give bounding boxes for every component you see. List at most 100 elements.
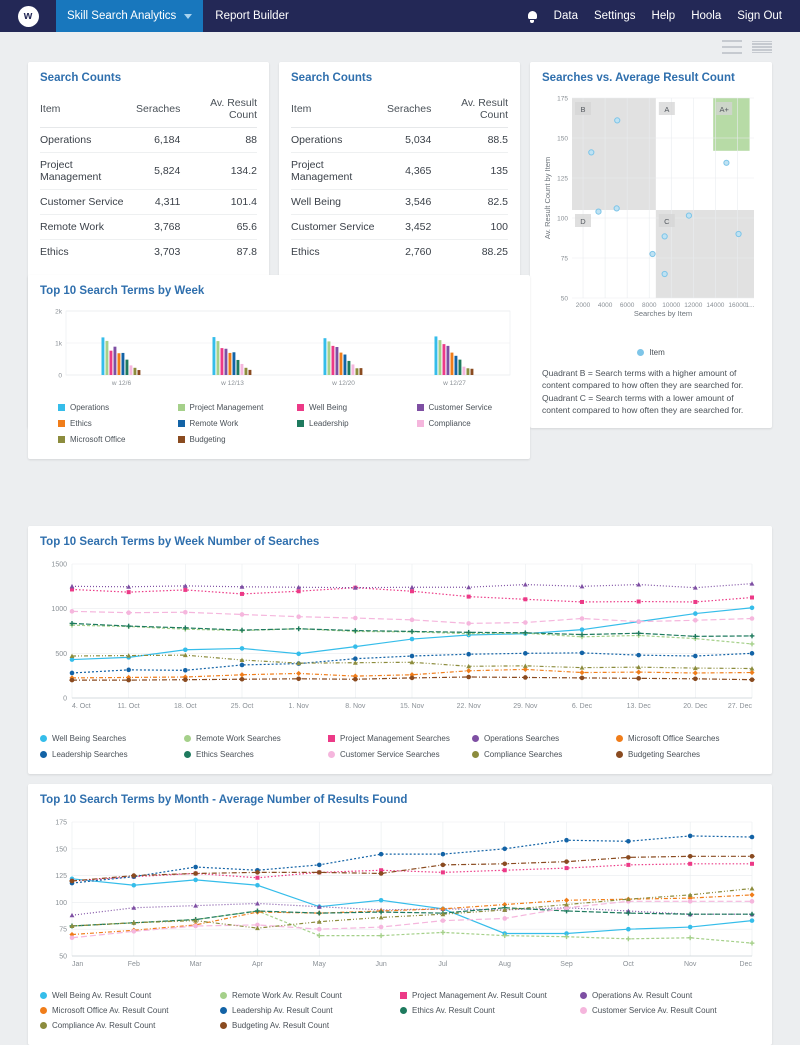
card-title: Search Counts <box>40 72 122 84</box>
legend-item-ethics[interactable]: Ethics <box>40 415 160 431</box>
nav-link-hoola[interactable]: Hoola <box>691 10 722 22</box>
legend-item-leadership[interactable]: Leadership <box>279 415 399 431</box>
legend-swatch-icon <box>40 750 47 758</box>
note-line-2: content compared to how often they are s… <box>542 380 744 391</box>
legend-label: Remote Work Av. Result Count <box>232 991 342 1001</box>
legend-item-remote-work-av-result-count[interactable]: Remote Work Av. Result Count <box>220 988 400 1003</box>
svg-text:14000: 14000 <box>706 302 724 309</box>
legend-swatch-icon <box>416 419 424 427</box>
legend-item-leadership-av-result-count[interactable]: Leadership Av. Result Count <box>220 1003 400 1018</box>
legend-item-microsoft-office-av-result-count[interactable]: Microsoft Office Av. Result Count <box>40 1003 220 1018</box>
legend-item-budgeting-av-result-count[interactable]: Budgeting Av. Result Count <box>220 1018 400 1033</box>
legend-swatch-icon <box>400 992 407 1000</box>
legend-label: Leadership <box>309 418 349 428</box>
legend-label: Microsoft Office Av. Result Count <box>52 1006 169 1016</box>
dense-list-view-icon[interactable] <box>752 40 772 54</box>
svg-text:150: 150 <box>557 136 568 143</box>
weekly-searches-line-chart[interactable]: 0 500 1000 1500 4. Oct 11. Oct 18. Oct 25. Oct 1… <box>40 556 760 724</box>
svg-text:Apr: Apr <box>252 961 264 968</box>
scatter-chart[interactable]: 50 75 100 125 150 175 2000 4000 6000 8000 10000 120… <box>542 90 760 342</box>
legend-label: Microsoft Office <box>70 434 126 444</box>
note-line-3: Quadrant C = Search terms with a lower a… <box>542 392 734 403</box>
legend-item-compliance-av-result-count[interactable]: Compliance Av. Result Count <box>40 1018 220 1033</box>
weekly-bar-chart[interactable]: 0 1k 2k w 12/6 w 12/13 w 12/20 w 12/27 <box>40 305 518 393</box>
legend-item-customer-service-searches[interactable]: Customer Service Searches <box>328 746 472 762</box>
logo-mark: w <box>17 5 39 27</box>
legend-item-project-management-searches[interactable]: Project Management Searches <box>328 730 472 746</box>
legend-item-microsoft-office[interactable]: Microsoft Office <box>40 431 160 447</box>
legend-label: Remote Work Searches <box>196 733 281 743</box>
svg-text:A: A <box>664 105 669 114</box>
nav-item-report-builder[interactable]: Report Builder <box>203 0 301 32</box>
table-row: Remote Work 3,768 65.6 <box>40 214 257 240</box>
legend-item-operations-searches[interactable]: Operations Searches <box>472 730 616 746</box>
legend-label: Remote Work <box>189 418 239 428</box>
search-counts-table-2: Item Seraches Av. Result Count Operation… <box>291 92 508 264</box>
cell-item: Ethics <box>40 246 69 258</box>
legend-label: Budgeting <box>189 434 226 444</box>
legend-item-operations-av-result-count[interactable]: Operations Av. Result Count <box>580 988 760 1003</box>
table-row: Project Management 4,365 135 <box>291 152 508 190</box>
monthly-results-line-chart[interactable]: 50 75 100 125 150 175 Jan Feb Mar Apr May Jun Jul Aug… <box>40 814 760 982</box>
legend-item-well-being-searches[interactable]: Well Being Searches <box>40 730 184 746</box>
card-title: Searches vs. Average Result Count <box>542 72 735 84</box>
cell-searches: 5,034 <box>387 127 432 153</box>
legend-item-ethics-av-result-count[interactable]: Ethics Av. Result Count <box>400 1003 580 1018</box>
legend-label: Well Being Av. Result Count <box>52 991 152 1001</box>
cell-avg-result: 134.2 <box>180 152 257 190</box>
cell-searches: 4,365 <box>387 152 432 190</box>
legend-item-remote-work[interactable]: Remote Work <box>160 415 280 431</box>
legend-item-budgeting-searches[interactable]: Budgeting Searches <box>616 746 760 762</box>
cell-avg-result: 101.4 <box>180 189 257 215</box>
legend-swatch-icon <box>328 734 335 742</box>
legend-label: Operations <box>70 402 110 412</box>
legend-swatch-icon <box>220 1022 227 1030</box>
legend-item-leadership-searches[interactable]: Leadership Searches <box>40 746 184 762</box>
svg-text:20. Dec: 20. Dec <box>683 703 708 710</box>
cell-item: Customer Service <box>40 189 136 215</box>
row-line-results: Top 10 Search Terms by Month - Average N… <box>28 784 772 1045</box>
legend-item-operations[interactable]: Operations <box>40 399 160 415</box>
top-navbar: w Skill Search Analytics Report Builder … <box>0 0 800 32</box>
legend-item-well-being[interactable]: Well Being <box>279 399 399 415</box>
legend-item-compliance[interactable]: Compliance <box>399 415 519 431</box>
svg-text:100: 100 <box>55 900 67 907</box>
cell-searches: 3,768 <box>136 214 181 240</box>
nav-link-settings[interactable]: Settings <box>593 10 636 22</box>
table-row: Ethics 3,703 87.8 <box>40 240 257 265</box>
legend-item-remote-work-searches[interactable]: Remote Work Searches <box>184 730 328 746</box>
cell-avg-result: 65.6 <box>180 214 257 240</box>
legend-item-microsoft-office-searches[interactable]: Microsoft Office Searches <box>616 730 760 746</box>
legend-item-project-management[interactable]: Project Management <box>160 399 280 415</box>
legend-item-well-being-av-result-count[interactable]: Well Being Av. Result Count <box>40 988 220 1003</box>
bell-icon[interactable] <box>527 10 538 23</box>
legend-item-ethics-searches[interactable]: Ethics Searches <box>184 746 328 762</box>
svg-text:150: 150 <box>55 847 67 854</box>
list-view-icon[interactable] <box>722 40 742 54</box>
cell-avg-result: 87.8 <box>236 246 257 258</box>
legend-item-customer-service[interactable]: Customer Service <box>399 399 519 415</box>
nav-link-help[interactable]: Help <box>651 10 676 22</box>
svg-text:Mar: Mar <box>190 961 203 968</box>
legend-swatch-icon <box>184 734 191 742</box>
column-header-item: Item <box>40 92 136 128</box>
card-monthly-results: Top 10 Search Terms by Month - Average N… <box>28 784 772 1045</box>
legend-swatch-icon <box>177 403 185 411</box>
card-scatter: Searches vs. Average Result Count 50 75 10… <box>530 62 772 429</box>
legend-swatch-icon <box>580 992 587 1000</box>
legend-item-item[interactable]: Item <box>637 348 665 357</box>
app-switcher[interactable]: Skill Search Analytics <box>56 0 204 32</box>
cell-searches: 3,546 <box>387 189 432 215</box>
svg-text:D: D <box>580 217 586 226</box>
svg-text:75: 75 <box>561 256 569 263</box>
nav-link-data[interactable]: Data <box>553 10 578 22</box>
weekly-bar-legend: Operations Project Management Well Being Cu… <box>40 399 518 447</box>
app-logo[interactable]: w <box>0 0 56 32</box>
legend-item-budgeting[interactable]: Budgeting <box>160 431 280 447</box>
note-line-4: content compared to how often they are s… <box>542 404 744 415</box>
legend-item-compliance-searches[interactable]: Compliance Searches <box>472 746 616 762</box>
svg-text:1...: 1... <box>745 302 754 309</box>
nav-link-sign-out[interactable]: Sign Out <box>737 10 782 22</box>
legend-item-customer-service-av-result-count[interactable]: Customer Service Av. Result Count <box>580 1003 760 1018</box>
legend-item-project-management-av-result-count[interactable]: Project Management Av. Result Count <box>400 988 580 1003</box>
